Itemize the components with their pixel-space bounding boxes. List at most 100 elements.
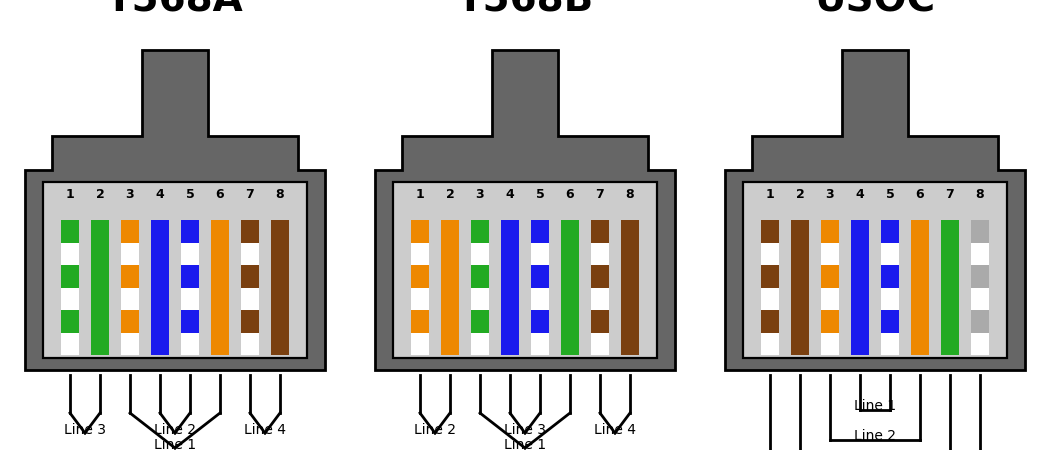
Text: 5: 5 xyxy=(536,189,544,202)
Polygon shape xyxy=(411,220,429,243)
Text: T568A: T568A xyxy=(106,0,244,20)
Text: 2: 2 xyxy=(96,189,104,202)
Text: 7: 7 xyxy=(595,189,605,202)
Polygon shape xyxy=(881,220,899,355)
Polygon shape xyxy=(821,310,839,333)
Polygon shape xyxy=(531,310,549,333)
Polygon shape xyxy=(121,220,139,355)
Text: Line 2: Line 2 xyxy=(854,429,896,443)
Polygon shape xyxy=(561,220,579,355)
Polygon shape xyxy=(43,182,307,358)
Polygon shape xyxy=(971,220,989,355)
Text: 2: 2 xyxy=(445,189,455,202)
Polygon shape xyxy=(941,220,959,355)
Polygon shape xyxy=(501,220,519,355)
Text: Line 2: Line 2 xyxy=(154,423,196,437)
Polygon shape xyxy=(761,220,779,243)
Text: 6: 6 xyxy=(916,189,924,202)
Text: T568B: T568B xyxy=(457,0,593,20)
Polygon shape xyxy=(471,310,489,333)
Polygon shape xyxy=(724,50,1025,370)
Text: 8: 8 xyxy=(626,189,634,202)
Polygon shape xyxy=(971,265,989,288)
Polygon shape xyxy=(211,220,229,355)
Polygon shape xyxy=(181,220,200,243)
Polygon shape xyxy=(411,265,429,288)
Polygon shape xyxy=(621,220,639,355)
Polygon shape xyxy=(411,310,429,333)
Text: 5: 5 xyxy=(186,189,194,202)
Text: 4: 4 xyxy=(856,189,864,202)
Polygon shape xyxy=(181,265,200,288)
Polygon shape xyxy=(61,220,79,243)
Polygon shape xyxy=(181,310,200,333)
Text: 7: 7 xyxy=(246,189,254,202)
Polygon shape xyxy=(242,310,259,333)
Polygon shape xyxy=(971,220,989,243)
Polygon shape xyxy=(971,310,989,333)
Text: USOC: USOC xyxy=(815,0,936,20)
Text: 2: 2 xyxy=(796,189,804,202)
Polygon shape xyxy=(271,220,289,355)
Polygon shape xyxy=(531,220,549,355)
Polygon shape xyxy=(121,265,139,288)
Polygon shape xyxy=(61,265,79,288)
Polygon shape xyxy=(411,220,429,355)
Polygon shape xyxy=(393,182,657,358)
Polygon shape xyxy=(181,220,200,355)
Text: 6: 6 xyxy=(566,189,574,202)
Polygon shape xyxy=(441,220,459,355)
Polygon shape xyxy=(471,220,489,243)
Polygon shape xyxy=(25,50,325,370)
Polygon shape xyxy=(531,220,549,243)
Polygon shape xyxy=(761,220,779,355)
Polygon shape xyxy=(121,220,139,243)
Polygon shape xyxy=(821,220,839,355)
Polygon shape xyxy=(591,310,609,333)
Text: Line 4: Line 4 xyxy=(244,423,286,437)
Polygon shape xyxy=(91,220,109,355)
Polygon shape xyxy=(761,265,779,288)
Text: 8: 8 xyxy=(975,189,984,202)
Polygon shape xyxy=(881,220,899,243)
Text: 1: 1 xyxy=(765,189,775,202)
Polygon shape xyxy=(471,265,489,288)
Polygon shape xyxy=(821,265,839,288)
Polygon shape xyxy=(61,220,79,355)
Polygon shape xyxy=(242,220,259,243)
Polygon shape xyxy=(591,220,609,243)
Text: 1: 1 xyxy=(65,189,75,202)
Text: Line 4: Line 4 xyxy=(594,423,636,437)
Polygon shape xyxy=(375,50,675,370)
Text: 4: 4 xyxy=(506,189,514,202)
Polygon shape xyxy=(242,220,259,355)
Polygon shape xyxy=(591,265,609,288)
Polygon shape xyxy=(761,310,779,333)
Polygon shape xyxy=(881,310,899,333)
Text: Line 1: Line 1 xyxy=(154,438,196,450)
Text: 3: 3 xyxy=(476,189,484,202)
Text: Line 3: Line 3 xyxy=(64,423,106,437)
Polygon shape xyxy=(242,265,259,288)
Polygon shape xyxy=(881,265,899,288)
Polygon shape xyxy=(151,220,169,355)
Polygon shape xyxy=(791,220,808,355)
Text: 8: 8 xyxy=(276,189,285,202)
Text: 3: 3 xyxy=(126,189,134,202)
Text: Line 2: Line 2 xyxy=(414,423,456,437)
Text: Line 1: Line 1 xyxy=(854,399,896,413)
Text: Line 1: Line 1 xyxy=(504,438,546,450)
Polygon shape xyxy=(821,220,839,243)
Polygon shape xyxy=(850,220,869,355)
Text: 4: 4 xyxy=(155,189,165,202)
Polygon shape xyxy=(591,220,609,355)
Text: 7: 7 xyxy=(946,189,954,202)
Polygon shape xyxy=(61,310,79,333)
Text: Line 3: Line 3 xyxy=(504,423,546,437)
Text: 3: 3 xyxy=(825,189,835,202)
Polygon shape xyxy=(121,310,139,333)
Text: 5: 5 xyxy=(885,189,895,202)
Polygon shape xyxy=(911,220,929,355)
Polygon shape xyxy=(743,182,1007,358)
Text: 6: 6 xyxy=(215,189,225,202)
